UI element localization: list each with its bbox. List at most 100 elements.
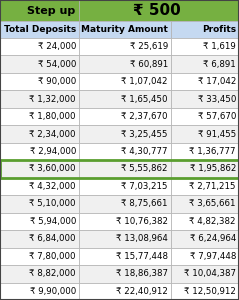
Bar bbox=[79, 143, 171, 160]
Bar bbox=[171, 90, 239, 108]
Text: ₹ 3,65,661: ₹ 3,65,661 bbox=[190, 200, 236, 208]
Bar bbox=[0, 230, 79, 247]
Text: ₹ 6,891: ₹ 6,891 bbox=[203, 60, 236, 69]
Text: ₹ 17,042: ₹ 17,042 bbox=[198, 77, 236, 86]
Text: ₹ 2,34,000: ₹ 2,34,000 bbox=[29, 130, 76, 139]
Text: ₹ 6,24,964: ₹ 6,24,964 bbox=[190, 234, 236, 243]
Text: ₹ 4,82,382: ₹ 4,82,382 bbox=[190, 217, 236, 226]
Bar bbox=[0, 213, 79, 230]
Text: ₹ 3,60,000: ₹ 3,60,000 bbox=[29, 164, 76, 173]
Text: Total Deposits: Total Deposits bbox=[4, 25, 76, 34]
Bar bbox=[171, 56, 239, 73]
Bar bbox=[79, 0, 239, 21]
Bar bbox=[171, 248, 239, 265]
Bar bbox=[79, 125, 171, 143]
Text: ₹ 1,36,777: ₹ 1,36,777 bbox=[190, 147, 236, 156]
Text: Step up: Step up bbox=[27, 5, 75, 16]
Bar bbox=[0, 38, 79, 56]
Bar bbox=[0, 21, 79, 38]
Text: ₹ 2,94,000: ₹ 2,94,000 bbox=[30, 147, 76, 156]
Text: ₹ 9,90,000: ₹ 9,90,000 bbox=[30, 287, 76, 296]
Bar bbox=[79, 213, 171, 230]
Bar bbox=[79, 21, 171, 38]
Text: ₹ 24,000: ₹ 24,000 bbox=[38, 42, 76, 51]
Text: ₹ 2,71,215: ₹ 2,71,215 bbox=[190, 182, 236, 191]
Text: ₹ 15,77,448: ₹ 15,77,448 bbox=[116, 252, 168, 261]
Bar bbox=[0, 143, 79, 160]
Bar bbox=[0, 195, 79, 213]
Bar bbox=[171, 265, 239, 283]
Bar bbox=[0, 90, 79, 108]
Bar bbox=[79, 195, 171, 213]
Bar bbox=[79, 73, 171, 90]
Text: ₹ 1,95,862: ₹ 1,95,862 bbox=[190, 164, 236, 173]
Text: ₹ 91,455: ₹ 91,455 bbox=[198, 130, 236, 139]
Bar bbox=[79, 56, 171, 73]
Bar bbox=[171, 143, 239, 160]
Text: ₹ 13,08,964: ₹ 13,08,964 bbox=[116, 234, 168, 243]
Text: ₹ 6,84,000: ₹ 6,84,000 bbox=[29, 234, 76, 243]
Text: ₹ 5,94,000: ₹ 5,94,000 bbox=[30, 217, 76, 226]
Bar bbox=[171, 108, 239, 125]
Bar bbox=[171, 160, 239, 178]
Text: ₹ 1,65,450: ₹ 1,65,450 bbox=[121, 94, 168, 103]
Text: Profits: Profits bbox=[202, 25, 236, 34]
Bar bbox=[0, 160, 239, 178]
Bar bbox=[79, 160, 171, 178]
Bar bbox=[0, 0, 79, 21]
Text: ₹ 7,80,000: ₹ 7,80,000 bbox=[29, 252, 76, 261]
Text: ₹ 10,76,382: ₹ 10,76,382 bbox=[116, 217, 168, 226]
Text: ₹ 8,82,000: ₹ 8,82,000 bbox=[29, 269, 76, 278]
Bar bbox=[171, 21, 239, 38]
Text: ₹ 1,07,042: ₹ 1,07,042 bbox=[121, 77, 168, 86]
Text: ₹ 60,891: ₹ 60,891 bbox=[130, 60, 168, 69]
Bar bbox=[171, 125, 239, 143]
Text: ₹ 500: ₹ 500 bbox=[133, 3, 181, 18]
Bar bbox=[79, 248, 171, 265]
Bar bbox=[0, 56, 79, 73]
Text: ₹ 7,03,215: ₹ 7,03,215 bbox=[121, 182, 168, 191]
Bar bbox=[171, 283, 239, 300]
Text: ₹ 7,97,448: ₹ 7,97,448 bbox=[190, 252, 236, 261]
Bar bbox=[79, 38, 171, 56]
Text: ₹ 22,40,912: ₹ 22,40,912 bbox=[116, 287, 168, 296]
Text: ₹ 1,32,000: ₹ 1,32,000 bbox=[29, 94, 76, 103]
Bar bbox=[0, 108, 79, 125]
Bar bbox=[79, 265, 171, 283]
Text: ₹ 33,450: ₹ 33,450 bbox=[198, 94, 236, 103]
Text: ₹ 12,50,912: ₹ 12,50,912 bbox=[184, 287, 236, 296]
Text: ₹ 25,619: ₹ 25,619 bbox=[130, 42, 168, 51]
Bar bbox=[171, 195, 239, 213]
Bar bbox=[0, 248, 79, 265]
Bar bbox=[0, 178, 79, 195]
Bar bbox=[0, 283, 79, 300]
Text: ₹ 2,37,670: ₹ 2,37,670 bbox=[121, 112, 168, 121]
Text: ₹ 4,30,777: ₹ 4,30,777 bbox=[121, 147, 168, 156]
Bar bbox=[0, 73, 79, 90]
Bar bbox=[171, 178, 239, 195]
Text: ₹ 18,86,387: ₹ 18,86,387 bbox=[116, 269, 168, 278]
Bar bbox=[171, 213, 239, 230]
Bar bbox=[0, 125, 79, 143]
Bar bbox=[171, 230, 239, 247]
Bar bbox=[79, 108, 171, 125]
Bar bbox=[79, 178, 171, 195]
Text: ₹ 1,619: ₹ 1,619 bbox=[203, 42, 236, 51]
Text: ₹ 10,04,387: ₹ 10,04,387 bbox=[184, 269, 236, 278]
Text: ₹ 4,32,000: ₹ 4,32,000 bbox=[29, 182, 76, 191]
Text: ₹ 90,000: ₹ 90,000 bbox=[38, 77, 76, 86]
Text: ₹ 54,000: ₹ 54,000 bbox=[38, 60, 76, 69]
Bar bbox=[79, 230, 171, 247]
Text: ₹ 1,80,000: ₹ 1,80,000 bbox=[29, 112, 76, 121]
Text: ₹ 57,670: ₹ 57,670 bbox=[198, 112, 236, 121]
Text: Maturity Amount: Maturity Amount bbox=[81, 25, 168, 34]
Text: ₹ 5,55,862: ₹ 5,55,862 bbox=[121, 164, 168, 173]
Text: ₹ 8,75,661: ₹ 8,75,661 bbox=[121, 200, 168, 208]
Bar bbox=[0, 265, 79, 283]
Text: ₹ 3,25,455: ₹ 3,25,455 bbox=[121, 130, 168, 139]
Bar bbox=[79, 283, 171, 300]
Bar bbox=[171, 73, 239, 90]
Bar bbox=[0, 160, 79, 178]
Text: ₹ 5,10,000: ₹ 5,10,000 bbox=[29, 200, 76, 208]
Bar bbox=[171, 38, 239, 56]
